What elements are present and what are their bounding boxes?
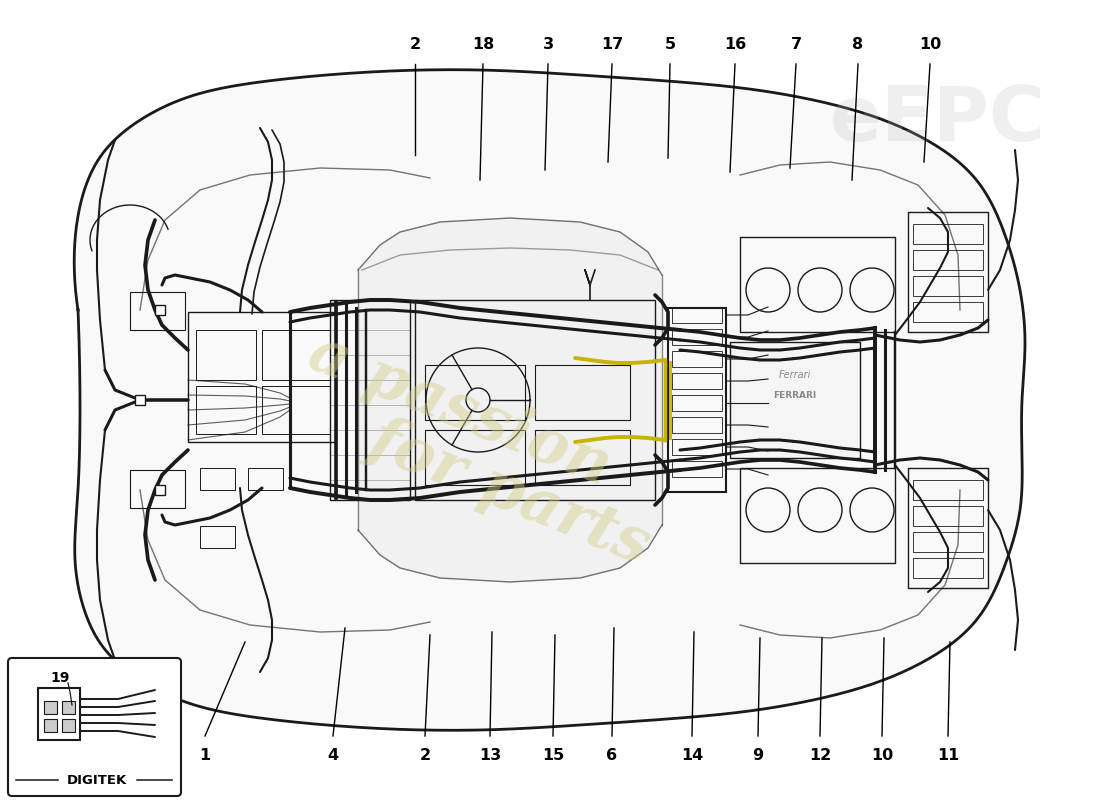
Text: 2: 2 xyxy=(419,748,430,763)
Text: 9: 9 xyxy=(752,748,763,763)
Text: 4: 4 xyxy=(328,748,339,763)
Text: 10: 10 xyxy=(871,748,893,763)
Text: 2: 2 xyxy=(409,37,420,52)
Bar xyxy=(44,701,57,714)
Bar xyxy=(44,719,57,732)
Bar xyxy=(200,526,235,548)
Bar xyxy=(330,300,410,500)
Text: a passion: a passion xyxy=(300,322,619,498)
Bar xyxy=(196,330,256,380)
Text: eEPC: eEPC xyxy=(830,83,1046,157)
Text: FERRARI: FERRARI xyxy=(773,391,816,400)
Text: 12: 12 xyxy=(808,748,832,763)
Text: 3: 3 xyxy=(542,37,553,52)
Bar xyxy=(672,373,722,389)
Bar xyxy=(262,386,330,434)
Bar xyxy=(200,468,235,490)
Polygon shape xyxy=(358,218,662,582)
Bar xyxy=(248,468,283,490)
Text: 11: 11 xyxy=(937,748,959,763)
Bar xyxy=(672,461,722,477)
Bar xyxy=(672,351,722,367)
Bar xyxy=(913,506,983,526)
Text: 10: 10 xyxy=(918,37,942,52)
Bar xyxy=(155,305,165,315)
Bar xyxy=(913,250,983,270)
Bar xyxy=(130,470,185,508)
Text: 6: 6 xyxy=(606,748,617,763)
Text: 19: 19 xyxy=(51,671,69,685)
Bar xyxy=(730,342,860,458)
Text: 15: 15 xyxy=(542,748,564,763)
Bar xyxy=(740,237,895,332)
Text: for parts: for parts xyxy=(361,409,659,575)
Bar xyxy=(535,430,630,485)
Bar xyxy=(740,468,895,563)
Bar xyxy=(908,468,988,588)
Bar xyxy=(535,365,630,420)
Text: 14: 14 xyxy=(681,748,703,763)
Bar xyxy=(672,439,722,455)
Polygon shape xyxy=(74,70,1025,730)
Bar xyxy=(188,312,336,442)
Bar xyxy=(196,386,256,434)
Bar xyxy=(425,365,525,420)
Bar xyxy=(913,302,983,322)
Bar xyxy=(668,308,726,492)
Text: 16: 16 xyxy=(724,37,746,52)
Bar xyxy=(130,292,185,330)
Bar xyxy=(62,701,75,714)
Bar xyxy=(913,276,983,296)
Bar xyxy=(425,430,525,485)
Text: 7: 7 xyxy=(791,37,802,52)
Bar xyxy=(913,480,983,500)
Bar xyxy=(672,417,722,433)
Bar xyxy=(672,395,722,411)
Text: 18: 18 xyxy=(472,37,494,52)
Bar xyxy=(62,719,75,732)
Text: 8: 8 xyxy=(852,37,864,52)
Text: 5: 5 xyxy=(664,37,675,52)
Bar xyxy=(135,395,145,405)
Text: 1: 1 xyxy=(199,748,210,763)
Bar xyxy=(913,558,983,578)
Bar xyxy=(672,329,722,345)
Text: 17: 17 xyxy=(601,37,623,52)
Text: DIGITEK: DIGITEK xyxy=(67,774,128,786)
Text: 13: 13 xyxy=(478,748,502,763)
Bar xyxy=(39,688,80,740)
Bar xyxy=(913,224,983,244)
Bar xyxy=(672,307,722,323)
Bar xyxy=(913,532,983,552)
FancyBboxPatch shape xyxy=(8,658,182,796)
Bar xyxy=(908,212,988,332)
Bar xyxy=(155,485,165,495)
Bar xyxy=(262,330,330,380)
Bar xyxy=(415,300,654,500)
Text: Ferrari: Ferrari xyxy=(779,370,811,380)
